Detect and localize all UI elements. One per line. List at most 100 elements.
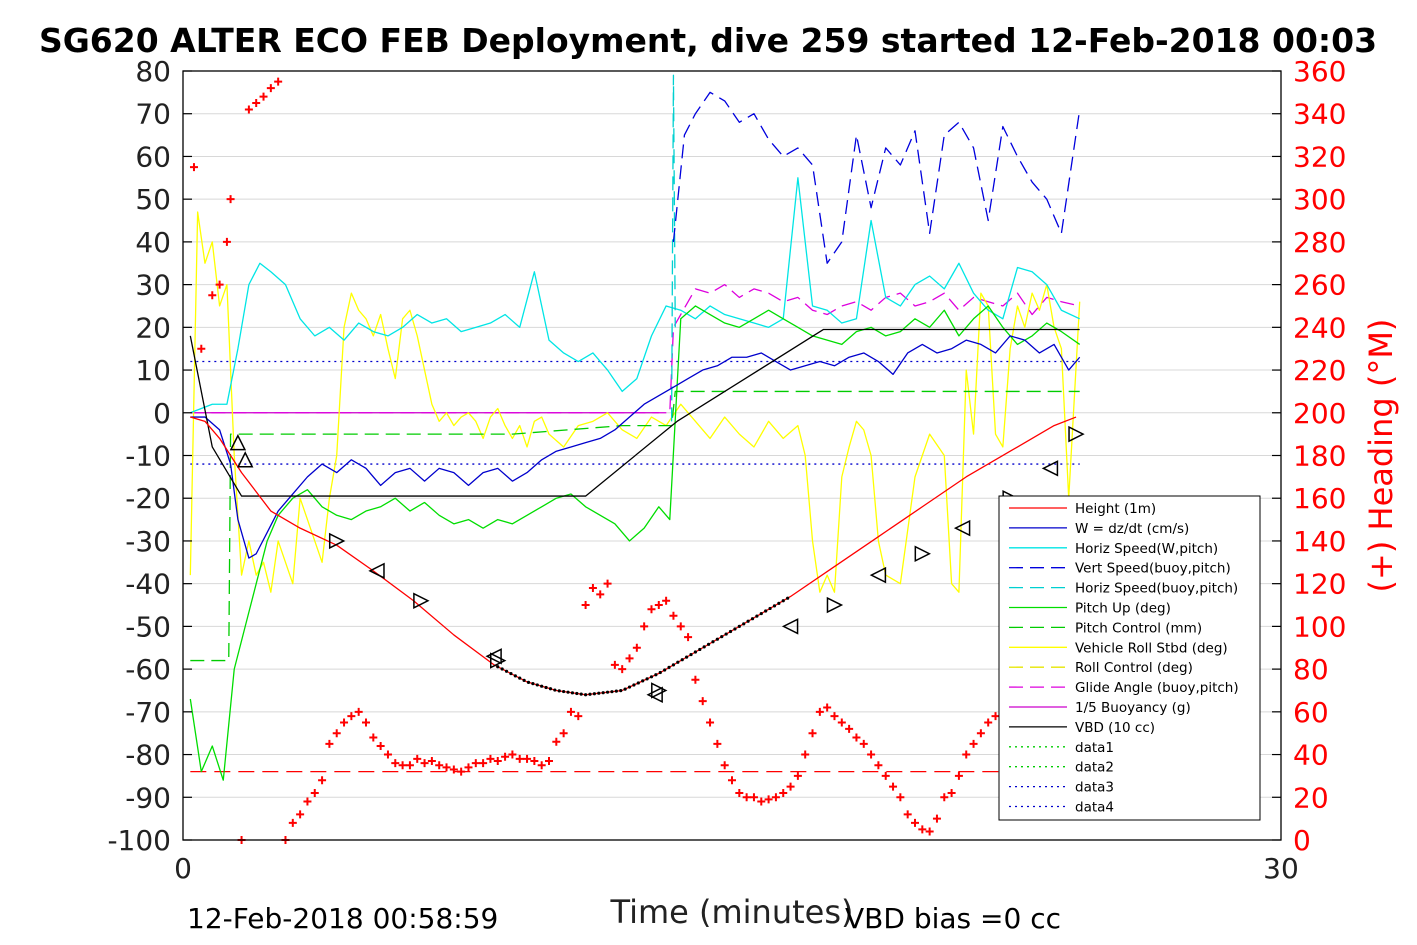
- heading-point: [954, 771, 963, 780]
- heading-point: [197, 344, 206, 353]
- height-sample-point: [509, 671, 513, 676]
- y2-tick-label: 200: [1293, 397, 1346, 430]
- y-tick-label: -20: [125, 482, 171, 515]
- triangle-marker: [914, 545, 931, 562]
- height-sample-point: [698, 647, 702, 652]
- heading-point: [398, 761, 407, 770]
- height-sample-point: [724, 632, 728, 636]
- chart-title: SG620 ALTER ECO FEB Deployment, dive 259…: [39, 21, 1377, 60]
- heading-point: [501, 752, 510, 761]
- heading-point: [947, 789, 956, 798]
- y2-tick-label: 360: [1293, 55, 1346, 88]
- legend-label-data4: data4: [1075, 800, 1114, 816]
- heading-point: [347, 712, 356, 721]
- heading-point: [837, 718, 846, 727]
- y-tick-label: -40: [125, 568, 171, 601]
- height-sample-point: [636, 681, 640, 685]
- legend-label-vehicle-roll-stbd-deg: Vehicle Roll Stbd (deg): [1075, 640, 1228, 656]
- heading-point: [859, 739, 868, 748]
- triangle-marker: [237, 451, 254, 468]
- height-sample-point: [706, 642, 711, 646]
- footer-timestamp: 12-Feb-2018 00:58:59: [187, 902, 498, 935]
- y2-tick-label: 260: [1293, 269, 1346, 302]
- heading-point: [208, 291, 217, 300]
- height-sample-point: [702, 645, 706, 649]
- y-tick-label: 30: [135, 269, 171, 302]
- heading-point: [991, 712, 1000, 721]
- heading-point: [530, 756, 539, 765]
- height-sample-point: [693, 650, 698, 654]
- triangle-marker: [490, 652, 507, 669]
- y-tick-label: 80: [135, 55, 171, 88]
- marker-layer: [190, 78, 1085, 844]
- triangle-marker: [826, 596, 844, 614]
- heading-point: [962, 750, 971, 759]
- triangle-marker: [953, 519, 971, 537]
- series-pitch-up-deg: [189, 305, 1081, 781]
- heading-point: [545, 756, 553, 765]
- heading-point: [486, 754, 495, 763]
- height-sample-point: [755, 614, 759, 618]
- legend-label-data2: data2: [1075, 760, 1114, 776]
- height-sample-point: [685, 655, 689, 659]
- heading-point: [647, 605, 656, 614]
- heading-point: [376, 742, 385, 751]
- y2-tick-label: 320: [1293, 140, 1346, 173]
- heading-point: [654, 601, 663, 610]
- height-sample-point: [663, 668, 667, 672]
- y-tick-label: -50: [125, 610, 171, 643]
- legend-label-horiz-speed-w-pitch: Horiz Speed(W,pitch): [1075, 541, 1218, 557]
- y2-tick-label: 40: [1293, 739, 1329, 772]
- height-sample-point: [632, 683, 636, 687]
- heading-point: [226, 195, 235, 204]
- legend-label-vbd-10-cc: VBD (10 cc): [1075, 720, 1155, 736]
- heading-point: [786, 782, 795, 791]
- triangle-marker: [781, 618, 799, 635]
- series-pitch-control-mm: [190, 390, 1080, 662]
- legend-label-roll-control-deg: Roll Control (deg): [1075, 660, 1193, 676]
- height-sample-point: [654, 673, 658, 677]
- y-tick-label: -30: [125, 525, 171, 558]
- heading-point: [340, 718, 349, 727]
- legend-label-height-1m: Height (1m): [1075, 501, 1156, 517]
- heading-point: [969, 739, 978, 748]
- heading-point: [552, 737, 561, 746]
- y-tick-label: -60: [125, 653, 171, 686]
- heading-point: [288, 818, 297, 827]
- heading-point: [515, 754, 524, 763]
- height-sample-point: [544, 685, 548, 690]
- heading-point: [435, 761, 444, 770]
- height-sample-point: [584, 693, 588, 697]
- y2-tick-label: 100: [1293, 610, 1346, 643]
- y2-tick-label: 140: [1293, 525, 1346, 558]
- height-sample-point: [658, 670, 662, 675]
- heading-point: [618, 665, 627, 674]
- heading-point: [976, 729, 985, 738]
- legend-label-horiz-speed-buoy-pitch: Horiz Speed(buoy,pitch): [1075, 581, 1238, 597]
- legend-box: [998, 495, 1261, 821]
- height-sample-point: [715, 637, 719, 641]
- y2-tick-label: 340: [1293, 98, 1346, 131]
- heading-point: [845, 724, 854, 733]
- heading-point: [442, 763, 451, 772]
- height-sample-point: [641, 679, 645, 683]
- y-tick-label: -80: [125, 739, 171, 772]
- heading-point: [296, 810, 305, 819]
- heading-point: [479, 759, 488, 768]
- heading-point: [764, 795, 773, 804]
- heading-point: [852, 733, 861, 742]
- series-vert-speed-buoy-pitch: [672, 91, 1081, 264]
- height-sample-point: [553, 688, 557, 692]
- heading-point: [523, 754, 532, 763]
- heading-point: [676, 622, 685, 631]
- height-sample-point: [610, 690, 614, 694]
- heading-point: [420, 759, 429, 768]
- height-sample-point: [535, 683, 539, 687]
- heading-point: [632, 643, 641, 652]
- height-sample-point: [645, 677, 649, 681]
- height-sample-point: [667, 665, 671, 670]
- height-sample-point: [728, 629, 733, 634]
- y2-tick-label: 180: [1293, 440, 1346, 473]
- height-sample-point: [575, 691, 579, 696]
